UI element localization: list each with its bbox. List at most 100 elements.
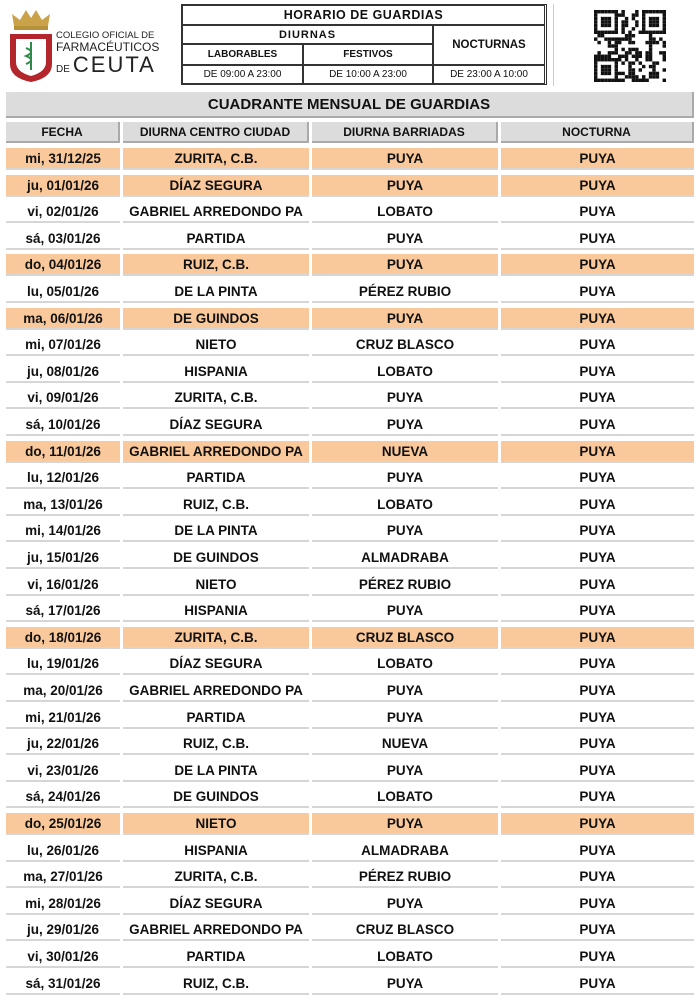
cell-fecha: do, 25/01/26	[6, 813, 120, 835]
cell-centro: DE LA PINTA	[123, 281, 309, 303]
cell-centro: GABRIEL ARREDONDO PA	[123, 919, 309, 942]
cell-nocturna: PUYA	[501, 387, 694, 410]
cell-centro: DÍAZ SEGURA	[123, 653, 309, 676]
cell-nocturna: PUYA	[501, 334, 694, 357]
logo-ceuta: CEUTA	[72, 52, 156, 77]
cell-nocturna: PUYA	[501, 307, 694, 330]
cell-barriadas: PUYA	[312, 893, 498, 915]
cell-centro: DE GUINDOS	[123, 786, 309, 809]
cell-nocturna: PUYA	[501, 786, 694, 809]
header-centro: DIURNA CENTRO CIUDAD	[123, 122, 309, 143]
cell-barriadas: PUYA	[312, 467, 498, 490]
nocturnas-hours: DE 23:00 A 10:00	[433, 65, 545, 84]
cell-barriadas: PUYA	[312, 600, 498, 623]
cell-nocturna: PUYA	[501, 440, 694, 463]
cell-fecha: do, 04/01/26	[6, 254, 120, 277]
qr-code-icon[interactable]	[594, 10, 666, 82]
cell-fecha: ma, 27/01/26	[6, 866, 120, 889]
cell-nocturna: PUYA	[501, 893, 694, 915]
cell-barriadas: LOBATO	[312, 946, 498, 968]
cell-nocturna: PUYA	[501, 361, 694, 383]
cell-barriadas: PUYA	[312, 228, 498, 250]
cell-nocturna: PUYA	[501, 919, 694, 942]
cell-nocturna: PUYA	[501, 680, 694, 702]
cell-centro: DE GUINDOS	[123, 547, 309, 569]
cell-fecha: ma, 20/01/26	[6, 680, 120, 702]
cell-fecha: ma, 13/01/26	[6, 494, 120, 516]
cell-nocturna: PUYA	[501, 467, 694, 490]
table-row: lu, 19/01/26 DÍAZ SEGURA LOBATO PUYA	[6, 653, 694, 677]
cell-barriadas: PUYA	[312, 760, 498, 782]
cell-centro: HISPANIA	[123, 600, 309, 623]
diurnas-label: DIURNAS	[182, 25, 433, 44]
cell-fecha: ju, 08/01/26	[6, 361, 120, 383]
table-row: lu, 26/01/26 HISPANIA ALMADRABA PUYA	[6, 840, 694, 864]
cell-barriadas: PUYA	[312, 307, 498, 330]
cell-barriadas: LOBATO	[312, 786, 498, 809]
cell-nocturna: PUYA	[501, 174, 694, 197]
cell-fecha: lu, 19/01/26	[6, 653, 120, 676]
table-row: lu, 12/01/26 PARTIDA PUYA PUYA	[6, 467, 694, 491]
table-row: sá, 17/01/26 HISPANIA PUYA PUYA	[6, 600, 694, 624]
cell-fecha: ju, 22/01/26	[6, 733, 120, 756]
cell-barriadas: CRUZ BLASCO	[312, 334, 498, 357]
logo-line2: FARMACÉUTICOS	[56, 40, 160, 54]
table-title: CUADRANTE MENSUAL DE GUARDIAS	[6, 92, 694, 118]
cell-fecha: mi, 07/01/26	[6, 334, 120, 357]
table-row: sá, 03/01/26 PARTIDA PUYA PUYA	[6, 228, 694, 252]
laborables-label: LABORABLES	[182, 44, 303, 65]
cell-centro: ZURITA, C.B.	[123, 626, 309, 649]
table-row: do, 18/01/26 ZURITA, C.B. CRUZ BLASCO PUYA	[6, 626, 694, 651]
cell-centro: DE LA PINTA	[123, 520, 309, 543]
table-row: ma, 06/01/26 DE GUINDOS PUYA PUYA	[6, 307, 694, 332]
table-row: ju, 08/01/26 HISPANIA LOBATO PUYA	[6, 361, 694, 385]
cell-nocturna: PUYA	[501, 840, 694, 862]
cell-centro: ZURITA, C.B.	[123, 866, 309, 889]
cell-fecha: sá, 17/01/26	[6, 600, 120, 623]
cell-centro: PARTIDA	[123, 946, 309, 968]
cell-barriadas: PUYA	[312, 387, 498, 410]
cell-barriadas: PUYA	[312, 174, 498, 197]
cell-barriadas: PUYA	[312, 680, 498, 702]
cell-centro: DÍAZ SEGURA	[123, 414, 309, 436]
cell-centro: GABRIEL ARREDONDO PA	[123, 201, 309, 224]
table-row: ju, 15/01/26 DE GUINDOS ALMADRABA PUYA	[6, 547, 694, 571]
cell-barriadas: PÉREZ RUBIO	[312, 866, 498, 889]
cell-fecha: ju, 15/01/26	[6, 547, 120, 569]
cell-fecha: vi, 23/01/26	[6, 760, 120, 782]
cell-centro: RUIZ, C.B.	[123, 733, 309, 756]
cell-nocturna: PUYA	[501, 547, 694, 569]
cell-nocturna: PUYA	[501, 494, 694, 516]
cell-fecha: mi, 14/01/26	[6, 520, 120, 543]
cell-nocturna: PUYA	[501, 148, 694, 170]
cell-nocturna: PUYA	[501, 254, 694, 277]
cell-barriadas: PÉREZ RUBIO	[312, 281, 498, 303]
cell-nocturna: PUYA	[501, 281, 694, 303]
cell-centro: DE GUINDOS	[123, 307, 309, 330]
cell-centro: DE LA PINTA	[123, 760, 309, 782]
schedule-box: HORARIO DE GUARDIAS DIURNAS NOCTURNAS LA…	[181, 4, 547, 85]
table-row: ma, 27/01/26 ZURITA, C.B. PÉREZ RUBIO PUYA	[6, 866, 694, 890]
cell-barriadas: PUYA	[312, 973, 498, 995]
cell-fecha: lu, 26/01/26	[6, 840, 120, 862]
cell-centro: PARTIDA	[123, 228, 309, 250]
cell-fecha: ma, 06/01/26	[6, 307, 120, 330]
cell-barriadas: LOBATO	[312, 653, 498, 676]
schedule-title: HORARIO DE GUARDIAS	[182, 5, 545, 25]
table-row: ju, 01/01/26 DÍAZ SEGURA PUYA PUYA	[6, 174, 694, 199]
cell-fecha: vi, 02/01/26	[6, 201, 120, 224]
festivos-label: FESTIVOS	[303, 44, 433, 65]
cell-fecha: lu, 05/01/26	[6, 281, 120, 303]
cell-centro: PARTIDA	[123, 467, 309, 490]
cell-nocturna: PUYA	[501, 574, 694, 596]
cell-centro: NIETO	[123, 574, 309, 596]
cell-fecha: mi, 21/01/26	[6, 707, 120, 729]
cell-barriadas: NUEVA	[312, 733, 498, 756]
cell-barriadas: ALMADRABA	[312, 547, 498, 569]
festivos-hours: DE 10:00 A 23:00	[303, 65, 433, 84]
cell-barriadas: ALMADRABA	[312, 840, 498, 862]
table-row: sá, 10/01/26 DÍAZ SEGURA PUYA PUYA	[6, 414, 694, 438]
cell-nocturna: PUYA	[501, 228, 694, 250]
cell-centro: RUIZ, C.B.	[123, 494, 309, 516]
cell-barriadas: PUYA	[312, 520, 498, 543]
